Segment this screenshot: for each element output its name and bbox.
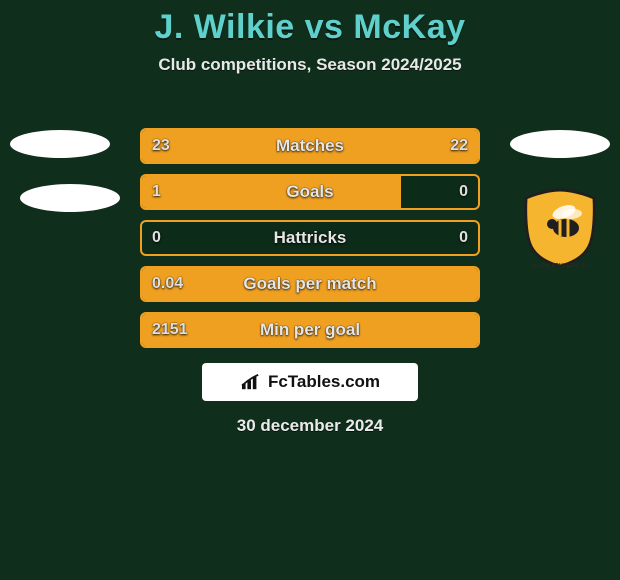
- stat-value-left: 0: [142, 229, 231, 247]
- wasp-head: [547, 219, 557, 229]
- stat-row: 23Matches22: [140, 128, 480, 164]
- stat-value-left: 23: [142, 137, 231, 155]
- stat-value-right: 22: [389, 137, 478, 155]
- stat-row: 0Hattricks0: [140, 220, 480, 256]
- page-title: J. Wilkie vs McKay: [0, 8, 620, 47]
- footer-date: 30 december 2024: [0, 416, 620, 436]
- stat-value-left: 0.04: [142, 275, 231, 293]
- stat-label: Goals: [231, 182, 389, 202]
- left-club-placeholder-2: [20, 184, 120, 212]
- stat-value-right: 0: [389, 183, 478, 201]
- stat-value-right: 0: [389, 229, 478, 247]
- stat-value-left: 2151: [142, 321, 231, 339]
- right-club-badge: ALLOA ATHLETIC FC: [510, 186, 610, 271]
- stat-label: Hattricks: [231, 228, 389, 248]
- stat-rows: 23Matches221Goals00Hattricks00.04Goals p…: [140, 128, 480, 358]
- shield-icon: [516, 188, 604, 268]
- stat-row: 1Goals0: [140, 174, 480, 210]
- brand-text: FcTables.com: [268, 372, 380, 392]
- brand-box: FcTables.com: [202, 363, 418, 401]
- bar-chart-icon: [240, 373, 262, 391]
- stat-label: Goals per match: [231, 274, 389, 294]
- comparison-infographic: J. Wilkie vs McKay Club competitions, Se…: [0, 8, 620, 580]
- left-club-placeholder-1: [10, 130, 110, 158]
- page-subtitle: Club competitions, Season 2024/2025: [0, 55, 620, 75]
- right-club-placeholder-1: [510, 130, 610, 158]
- stat-label: Matches: [231, 136, 389, 156]
- stat-row: 0.04Goals per match: [140, 266, 480, 302]
- stat-row: 2151Min per goal: [140, 312, 480, 348]
- stat-value-left: 1: [142, 183, 231, 201]
- right-club-badge-label: ALLOA ATHLETIC FC: [510, 263, 610, 269]
- stat-label: Min per goal: [231, 320, 389, 340]
